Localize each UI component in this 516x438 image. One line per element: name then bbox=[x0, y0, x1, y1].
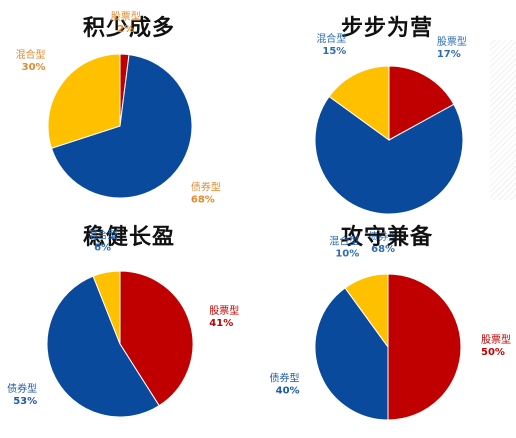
pie-slice-bond bbox=[50, 54, 193, 199]
slice-percent-label: 2% bbox=[117, 24, 134, 35]
slice-category-label: 股票型 bbox=[437, 35, 467, 48]
pie-slice-mixed bbox=[47, 53, 121, 149]
slice-percent-label: 6% bbox=[94, 243, 111, 254]
decorative-stripes bbox=[490, 40, 516, 200]
pie-panel-2: 步步为营 股票型 17% 债券型 68% 混合型 15% bbox=[258, 0, 516, 255]
slice-category-label: 股票型 bbox=[111, 10, 141, 23]
slice-category-label: 债券型 bbox=[270, 372, 300, 385]
slice-percent-label: 53% bbox=[13, 396, 37, 407]
pie-slice-bond bbox=[314, 95, 464, 215]
pie-slice-bond bbox=[46, 275, 160, 418]
slice-percent-label: 41% bbox=[209, 318, 233, 329]
chart-title: 稳健长盈 bbox=[82, 225, 175, 250]
slice-percent-label: 15% bbox=[322, 46, 346, 57]
chart-title: 积少成多 bbox=[82, 16, 175, 41]
slice-category-label: 混合型 bbox=[16, 48, 46, 61]
pie-panel-3: 稳健长盈 股票型 41% 债券型 53% 混合型 6% bbox=[0, 219, 258, 438]
slice-category-label: 债券型 bbox=[191, 181, 221, 194]
slice-category-label: 混合型 bbox=[316, 32, 346, 45]
slice-percent-label: 17% bbox=[437, 49, 461, 60]
slice-category-label: 混合型 bbox=[88, 229, 118, 242]
pie-slice-stock bbox=[387, 273, 462, 421]
slice-percent-label: 40% bbox=[276, 386, 300, 397]
pie-slice-mixed bbox=[344, 273, 389, 349]
slice-percent-label: 10% bbox=[335, 249, 359, 260]
pie-slice-mixed bbox=[328, 65, 390, 141]
slice-percent-label: 30% bbox=[22, 62, 46, 73]
slice-percent-label: 68% bbox=[191, 195, 215, 206]
pie-slice-mixed bbox=[92, 270, 121, 345]
pie-panel-4: 攻守兼备 股票型 50% 债券型 40% 混合型 10% bbox=[258, 219, 516, 438]
slice-percent-label: 50% bbox=[481, 347, 505, 358]
pie-panel-1: 积少成多 股票型 2% 债券型 68% 混合型 30% bbox=[0, 0, 258, 219]
pie-slice-bond bbox=[314, 287, 389, 421]
slice-category-label: 混合型 bbox=[329, 235, 359, 248]
pie-slice-stock bbox=[388, 65, 455, 141]
slice-percent-label: 68% bbox=[371, 244, 395, 255]
chart-title: 步步为营 bbox=[340, 16, 433, 41]
slice-category-label: 债券型 bbox=[368, 230, 398, 243]
chart-title: 攻守兼备 bbox=[340, 225, 433, 250]
slice-category-label: 股票型 bbox=[481, 333, 511, 346]
slice-category-label: 债券型 bbox=[7, 382, 37, 395]
slice-category-label: 股票型 bbox=[209, 304, 239, 317]
